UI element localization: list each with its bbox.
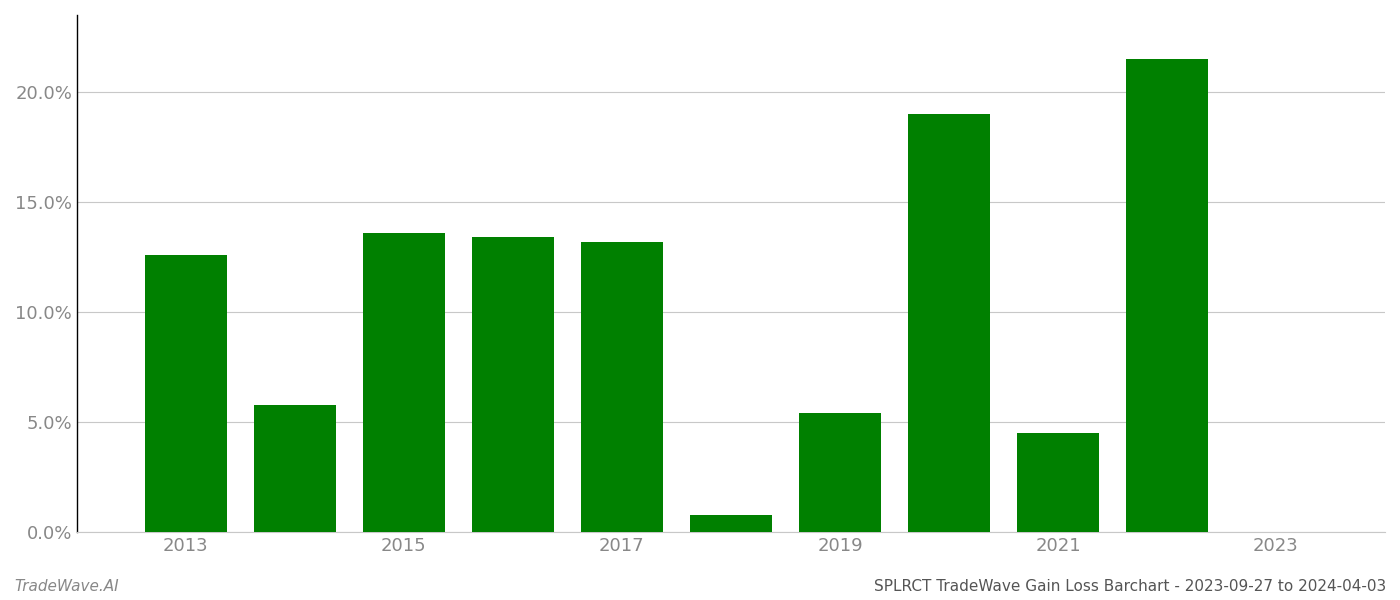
- Bar: [799, 413, 881, 532]
- Bar: [909, 114, 990, 532]
- Bar: [1126, 59, 1208, 532]
- Bar: [581, 242, 662, 532]
- Bar: [363, 233, 445, 532]
- Bar: [146, 255, 227, 532]
- Bar: [472, 237, 554, 532]
- Bar: [253, 404, 336, 532]
- Bar: [1016, 433, 1099, 532]
- Bar: [690, 515, 771, 532]
- Text: SPLRCT TradeWave Gain Loss Barchart - 2023-09-27 to 2024-04-03: SPLRCT TradeWave Gain Loss Barchart - 20…: [874, 579, 1386, 594]
- Text: TradeWave.AI: TradeWave.AI: [14, 579, 119, 594]
